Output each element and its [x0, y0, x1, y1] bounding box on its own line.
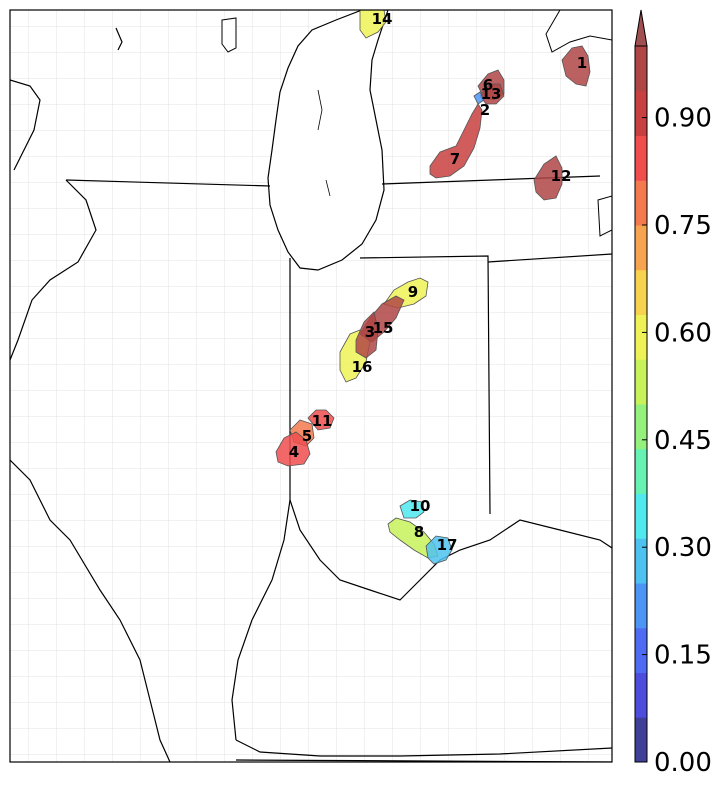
- colorbar-cell: [635, 180, 647, 226]
- object-label-4: 4: [289, 443, 299, 461]
- storm-object-4: [275, 431, 311, 467]
- colorbar-cell: [635, 314, 647, 360]
- object-label-7: 7: [450, 150, 460, 168]
- colorbar-tick-label: 0.00: [654, 748, 712, 778]
- object-label-1: 1: [577, 54, 587, 72]
- storm-object-12: [533, 155, 563, 201]
- object-labels: 14 1 6 13 2 7 12 9 15 3 16 11 5 4 10 8 1…: [289, 10, 587, 554]
- storm-object-2: [473, 91, 485, 105]
- colorbar-tick-label: 0.75: [654, 211, 712, 241]
- storm-object-17: [425, 535, 453, 565]
- object-label-15: 15: [373, 319, 394, 337]
- colorbar-cell: [635, 135, 647, 181]
- lake-michigan: [267, 10, 389, 271]
- colorbar-cell: [635, 46, 647, 92]
- colorbar-tick-label: 0.45: [654, 426, 712, 456]
- object-label-6: 6: [483, 76, 493, 94]
- object-label-17: 17: [437, 536, 458, 554]
- object-label-3: 3: [365, 323, 375, 341]
- colorbar-cell: [635, 90, 647, 136]
- storm-object-1: [561, 45, 591, 87]
- colorbar-cell: [635, 672, 647, 718]
- colorbar-cell: [635, 538, 647, 584]
- small-lake: [221, 17, 237, 53]
- object-label-10: 10: [410, 497, 431, 515]
- storm-objects: [275, 9, 591, 565]
- colorbar-cell: [635, 717, 647, 763]
- colorbar-tick-label: 0.60: [654, 318, 712, 348]
- colorbar-tick-label: 0.15: [654, 641, 712, 671]
- object-label-12: 12: [551, 167, 572, 185]
- map-border: [9, 9, 613, 763]
- storm-object-3: [355, 311, 379, 359]
- object-label-11: 11: [312, 412, 333, 430]
- object-label-8: 8: [414, 523, 424, 541]
- object-label-2: 2: [480, 101, 490, 119]
- colorbar-extend-arrow: [634, 9, 648, 47]
- colorbar-cell: [635, 627, 647, 673]
- object-label-13: 13: [481, 85, 502, 103]
- object-label-14: 14: [372, 10, 393, 28]
- colorbar-cell: [635, 269, 647, 315]
- colorbar-tick-label: 0.30: [654, 533, 712, 563]
- lake-huron-corner: [545, 10, 612, 53]
- object-label-9: 9: [408, 283, 418, 301]
- storm-object-7: [429, 103, 483, 179]
- storm-object-11: [307, 409, 335, 431]
- object-label-5: 5: [302, 427, 312, 445]
- colorbar-outline: [634, 45, 648, 763]
- colorbar-cell: [635, 448, 647, 494]
- colorbar-cell: [635, 359, 647, 405]
- colorbar-cell: [635, 493, 647, 539]
- object-label-16: 16: [352, 358, 373, 376]
- storm-object-10: [399, 499, 425, 519]
- colorbar: 0.00 0.15 0.30 0.45 0.60 0.75 0.90: [634, 9, 712, 778]
- storm-object-13: [479, 83, 505, 105]
- colorbar-cell: [635, 225, 647, 271]
- colorbar-cell: [635, 583, 647, 629]
- map-panel: [10, 10, 612, 762]
- colorbar-cell: [635, 404, 647, 450]
- colorbar-tick-label: 0.90: [654, 104, 712, 134]
